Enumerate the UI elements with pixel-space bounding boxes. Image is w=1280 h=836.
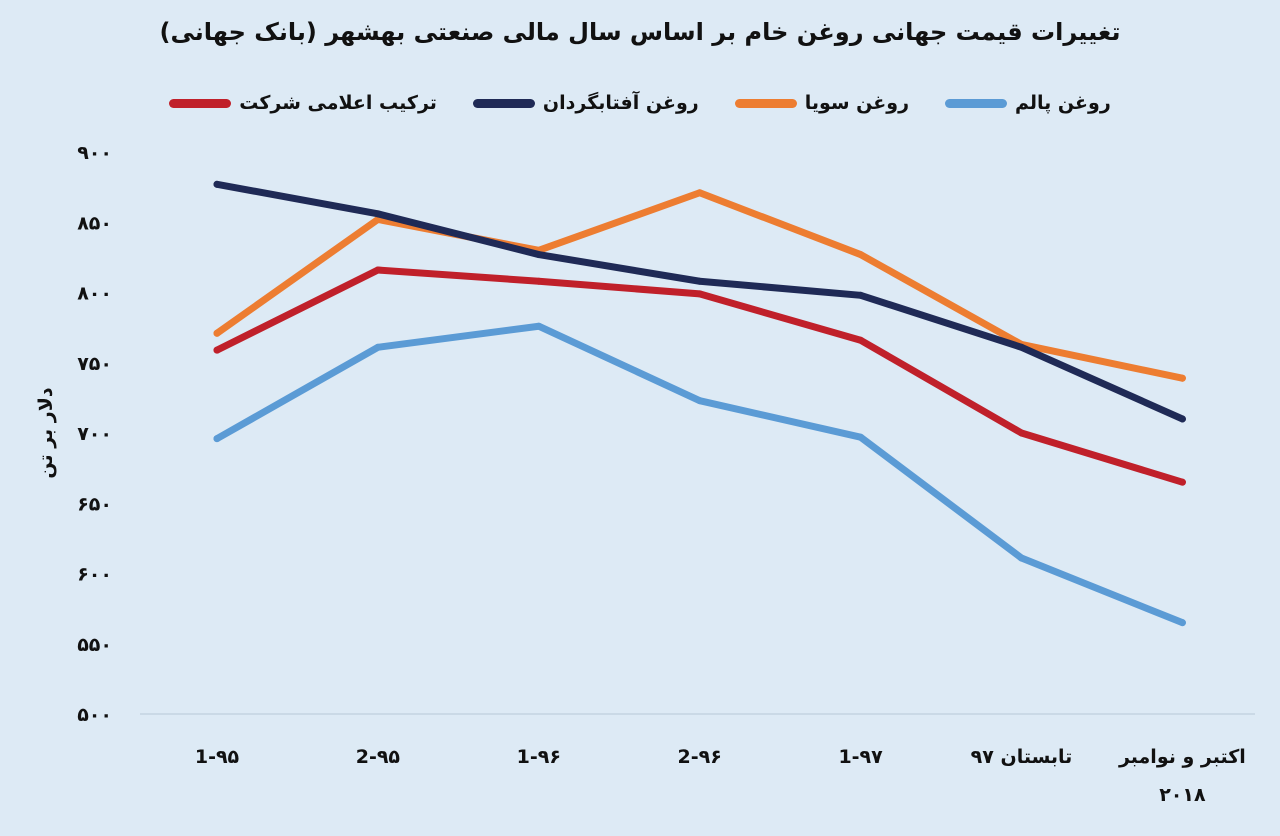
data-point [374,343,382,351]
legend-item: ترکیب اعلامی شرکت [169,92,437,114]
data-point [535,322,543,330]
x-tick-label: 1-۹۵ [195,746,240,768]
series-line-1 [213,322,1186,627]
data-point [374,210,382,218]
legend-label: روغن سویا [804,92,910,114]
legend-swatch [472,98,535,108]
legend-label: روغن آفتابگردان [542,92,699,114]
y-tick-label: ۹۰۰ [77,142,112,164]
legend-item: روغن آفتابگردان [472,92,699,114]
data-point [1178,478,1186,486]
data-point [696,277,704,285]
data-point [374,266,382,274]
legend-swatch [734,98,797,108]
y-tick-label: ۸۰۰ [77,283,112,305]
data-point [213,329,221,337]
data-point [696,290,704,298]
data-point [857,251,865,259]
legend-label: روغن پالم [1015,92,1111,114]
data-point [1018,554,1025,562]
data-point [857,336,865,344]
data-point [696,189,704,197]
series-line-3 [213,180,1186,423]
x-tick-label: 2-۹۶ [678,746,722,768]
data-point [1018,343,1025,351]
legend-label: ترکیب اعلامی شرکت [239,92,437,114]
y-tick-label: ۶۵۰ [77,493,112,515]
data-point [213,435,221,443]
data-point [213,346,221,354]
data-point [696,397,704,405]
data-point [213,180,221,188]
y-tick-label: ۵۰۰ [77,704,112,726]
y-tick-label: ۵۵۰ [77,634,112,656]
chart-title: تغییرات قیمت جهانی روغن خام بر اساس سال … [159,18,1121,46]
x-tick-label: اکتبر و نوامبر ۲۰۱۸ [1118,746,1246,806]
y-tick-label: ۷۵۰ [77,353,112,375]
data-point [1178,619,1186,627]
series-line-2 [213,189,1186,382]
x-tick-label: 1-۹۷ [838,746,883,768]
x-tick-label: تابستان ۹۷ [971,746,1073,768]
data-point [1018,429,1025,437]
x-tick-label: 1-۹۶ [517,746,561,768]
x-tick-label: 2-۹۵ [356,746,401,768]
data-point [1178,415,1186,423]
legend-item: روغن پالم [945,92,1111,114]
y-axis-title: دلار بر تن [35,387,57,479]
legend-swatch [945,98,1008,108]
data-point [857,291,865,299]
chart-legend: روغن پالم روغن سویا روغن آفتابگردان ترکیب ا… [0,92,1280,114]
y-tick-label: ۸۵۰ [77,212,112,234]
data-point [1178,374,1186,382]
data-point [857,433,865,441]
legend-item: روغن سویا [734,92,910,114]
series-line-4 [213,266,1186,486]
data-point [535,251,543,259]
data-point [535,277,543,285]
legend-swatch [169,98,232,108]
y-tick-label: ۷۰۰ [77,423,112,445]
y-tick-label: ۶۰۰ [77,564,112,586]
